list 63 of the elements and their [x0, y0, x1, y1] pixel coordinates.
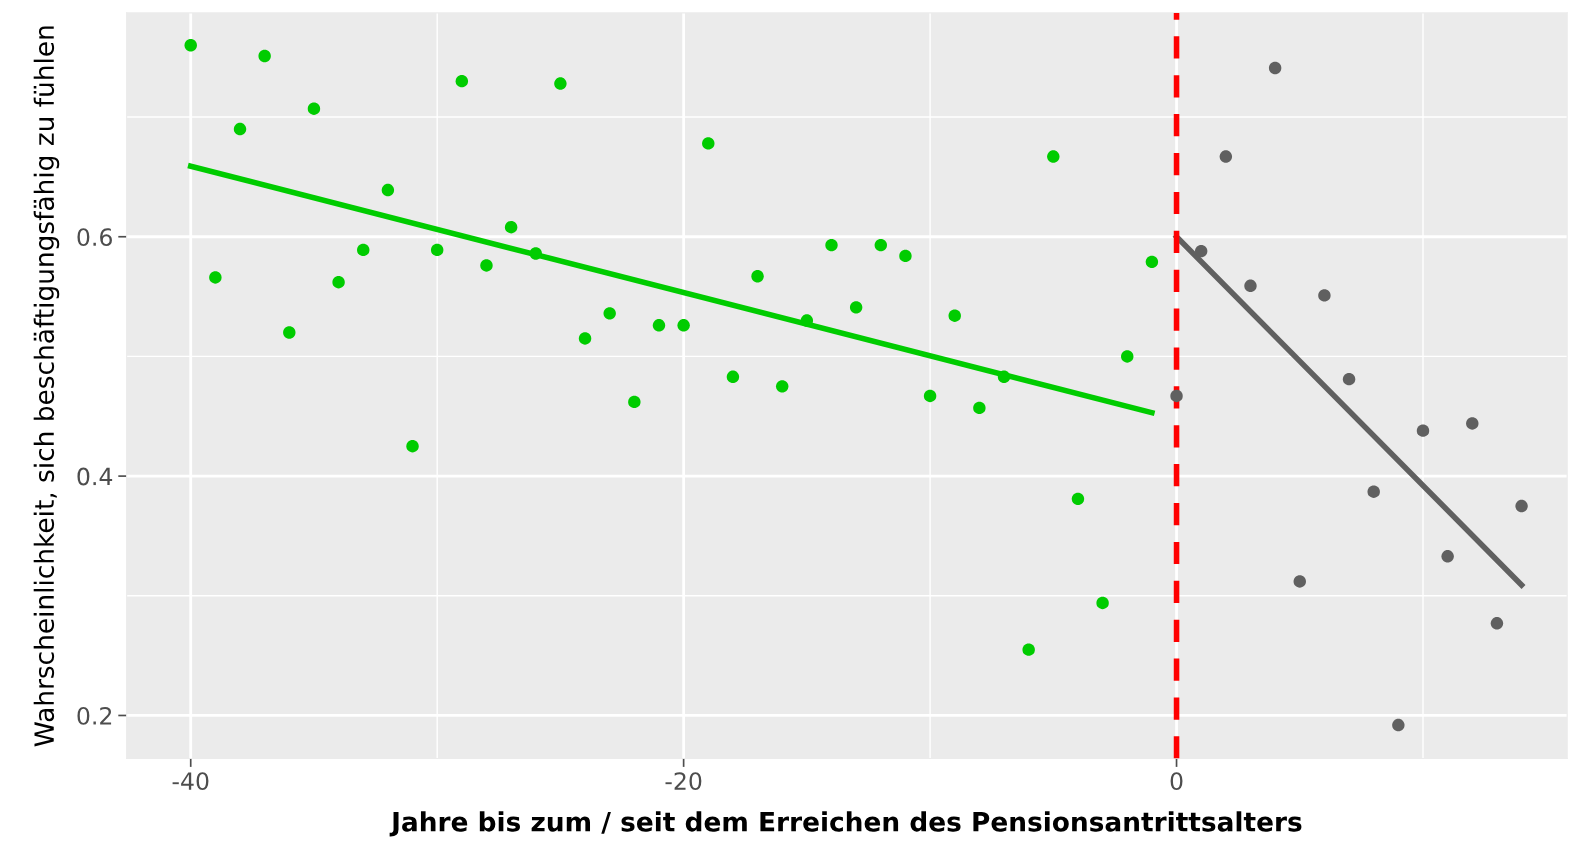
- point: [455, 74, 469, 88]
- point: [1466, 417, 1479, 430]
- point: [1490, 617, 1504, 630]
- point: [677, 319, 690, 332]
- point: [874, 238, 887, 252]
- point: [406, 439, 419, 453]
- point: [1441, 550, 1454, 563]
- point: [1342, 372, 1356, 386]
- point: [1367, 485, 1380, 498]
- point: [800, 314, 814, 327]
- point: [1416, 424, 1430, 437]
- y-axis-title: Wahrscheinlichkeit, sich beschäftigungsfähig zu fühlen: [33, 26, 60, 747]
- point: [258, 49, 271, 63]
- point: [923, 389, 937, 403]
- point: [776, 380, 789, 393]
- point: [184, 39, 197, 52]
- point: [381, 183, 395, 197]
- point: [726, 370, 740, 383]
- point: [283, 326, 296, 339]
- point: [233, 122, 247, 136]
- point: [504, 220, 518, 234]
- x-tick-label: -20: [665, 772, 702, 791]
- point: [1071, 492, 1085, 506]
- y-tick-label: 0.6: [77, 228, 112, 247]
- point: [1318, 289, 1331, 302]
- point: [997, 370, 1011, 383]
- point: [1047, 150, 1060, 163]
- point: [1121, 350, 1134, 363]
- point: [751, 270, 764, 283]
- point: [529, 247, 542, 260]
- x-tick-label: 0: [1170, 772, 1183, 791]
- point: [554, 77, 567, 90]
- point: [357, 243, 370, 257]
- point: [1145, 255, 1159, 269]
- point: [430, 243, 444, 257]
- point: [1244, 279, 1257, 293]
- point: [825, 238, 838, 252]
- point: [1096, 596, 1109, 610]
- point: [1515, 499, 1528, 513]
- point: [1194, 244, 1208, 258]
- point: [899, 249, 912, 263]
- point: [1392, 718, 1405, 732]
- point: [603, 307, 616, 320]
- point: [209, 271, 222, 284]
- point: [973, 401, 986, 415]
- point: [652, 319, 666, 332]
- point: [702, 137, 715, 150]
- point: [480, 259, 493, 272]
- point: [1268, 61, 1282, 75]
- point: [1170, 389, 1183, 403]
- y-tick-label: 0.2: [77, 706, 112, 725]
- point: [1293, 575, 1306, 588]
- point: [578, 332, 592, 345]
- point: [628, 395, 641, 409]
- point: [1219, 150, 1233, 163]
- y-tick-label: 0.4: [77, 467, 113, 486]
- point: [948, 309, 961, 322]
- point: [332, 276, 345, 289]
- x-axis-title: Jahre bis zum / seit dem Erreichen des Pensionsantrittsalters: [389, 811, 1302, 837]
- point: [849, 301, 863, 314]
- x-tick-label: -40: [172, 772, 209, 791]
- point: [307, 102, 321, 115]
- point: [1022, 643, 1035, 656]
